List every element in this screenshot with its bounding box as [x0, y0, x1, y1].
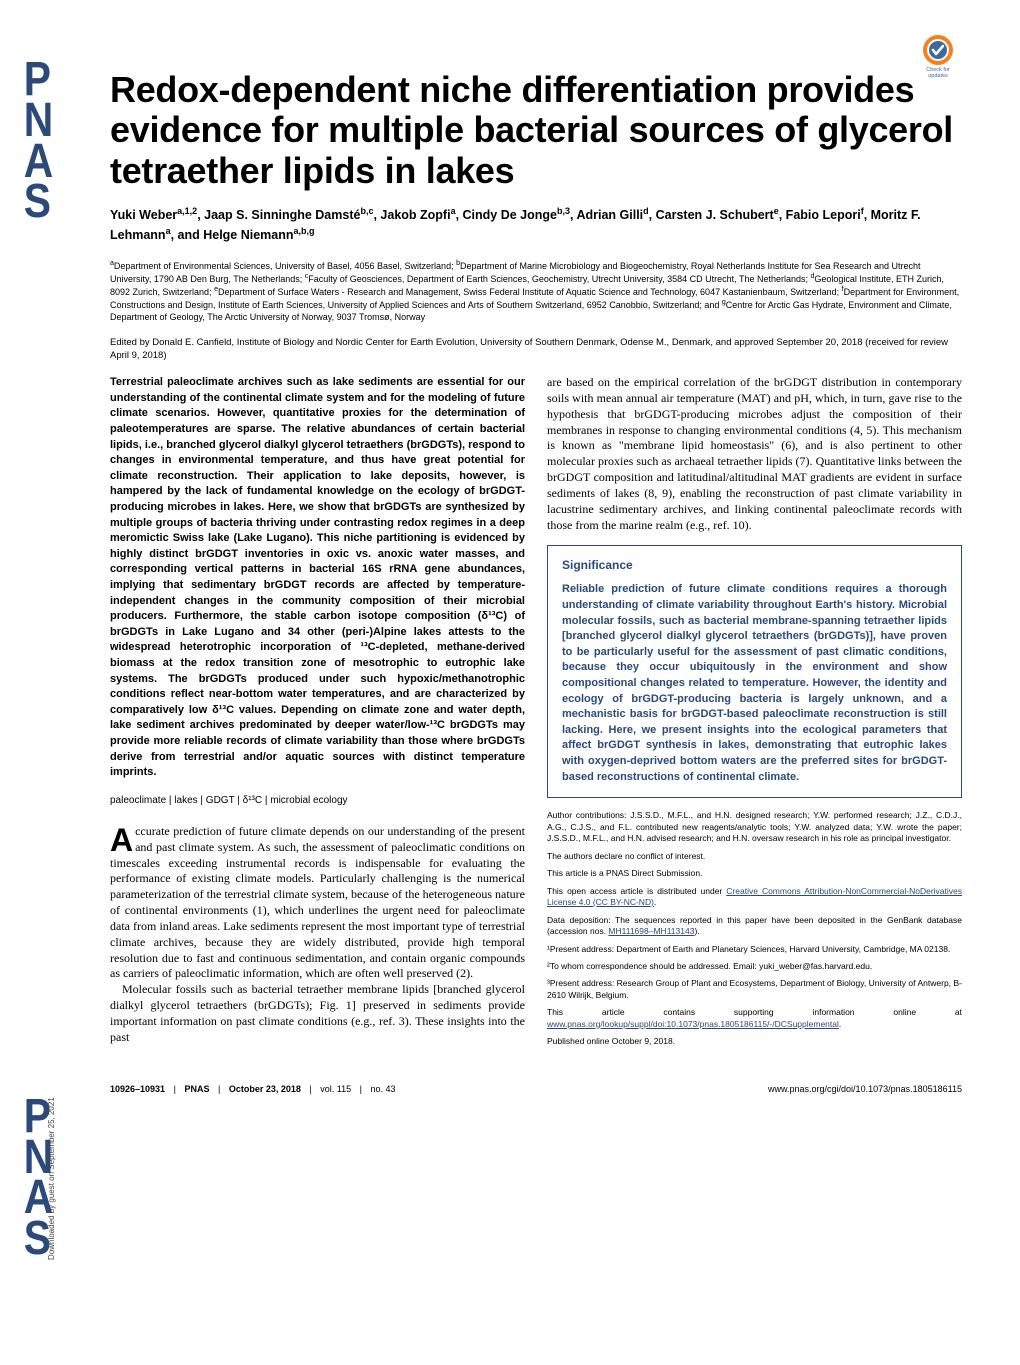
footer-doi[interactable]: www.pnas.org/cgi/doi/10.1073/pnas.180518… [768, 1084, 962, 1094]
body-p1: ccurate prediction of future climate dep… [110, 824, 525, 980]
badge-text-bottom: updates [928, 73, 948, 78]
meta-supplemental: This article contains supporting informa… [547, 1007, 962, 1030]
meta-note1: ¹Present address: Department of Earth an… [547, 944, 962, 955]
meta-contributions: Author contributions: J.S.S.D., M.F.L., … [547, 810, 962, 844]
meta-conflict: The authors declare no conflict of inter… [547, 851, 962, 862]
body-right: are based on the empirical correlation o… [547, 375, 962, 533]
accession-link[interactable]: MH111698–MH113143 [608, 926, 694, 936]
pnas-logo-bottom: P N A S [20, 1097, 70, 1260]
meta-note2: ²To whom correspondence should be addres… [547, 961, 962, 972]
downloaded-note: Downloaded by guest on September 25, 202… [47, 1097, 56, 1260]
supplemental-link[interactable]: www.pnas.org/lookup/suppl/doi:10.1073/pn… [547, 1019, 839, 1029]
footer-no: no. 43 [370, 1084, 395, 1094]
abstract: Terrestrial paleoclimate archives such a… [110, 375, 525, 781]
significance-title: Significance [562, 558, 947, 572]
meta-published: Published online October 9, 2018. [547, 1036, 962, 1047]
body-right-p1: are based on the empirical correlation o… [547, 375, 962, 533]
check-updates-badge[interactable]: Check for updates [914, 30, 962, 78]
pnas-letter: S [24, 1219, 67, 1260]
edited-by: Edited by Donald E. Canfield, Institute … [110, 337, 962, 363]
body-left: Accurate prediction of future climate de… [110, 824, 525, 1046]
article-title: Redox-dependent niche differentiation pr… [110, 70, 962, 191]
page-footer: 10926–10931 | PNAS | October 23, 2018 | … [110, 1074, 962, 1094]
pnas-logo-top: P N A S [20, 60, 70, 223]
footer-vol: vol. 115 [320, 1084, 351, 1094]
author-list: Yuki Webera,1,2, Jaap S. Sinninghe Damst… [110, 205, 962, 245]
pnas-sidebar: P N A S P N A S Downloaded by guest on S… [20, 60, 70, 1260]
meta-submission: This article is a PNAS Direct Submission… [547, 868, 962, 879]
keywords: paleoclimate | lakes | GDGT | δ¹³C | mic… [110, 795, 525, 806]
significance-box: Significance Reliable prediction of futu… [547, 545, 962, 798]
dropcap: A [110, 824, 135, 854]
pnas-letter: S [24, 182, 67, 223]
affiliations: aDepartment of Environmental Sciences, U… [110, 259, 962, 324]
footer-pages: 10926–10931 [110, 1084, 165, 1094]
footer-date: October 23, 2018 [229, 1084, 301, 1094]
meta-license: This open access article is distributed … [547, 886, 962, 909]
meta-note3: ³Present address: Research Group of Plan… [547, 978, 962, 1001]
body-p2: Molecular fossils such as bacterial tetr… [110, 982, 525, 1045]
significance-body: Reliable prediction of future climate co… [562, 582, 947, 785]
article-meta: Author contributions: J.S.S.D., M.F.L., … [547, 810, 962, 1048]
meta-deposition: Data deposition: The sequences reported … [547, 915, 962, 938]
footer-journal: PNAS [184, 1084, 209, 1094]
